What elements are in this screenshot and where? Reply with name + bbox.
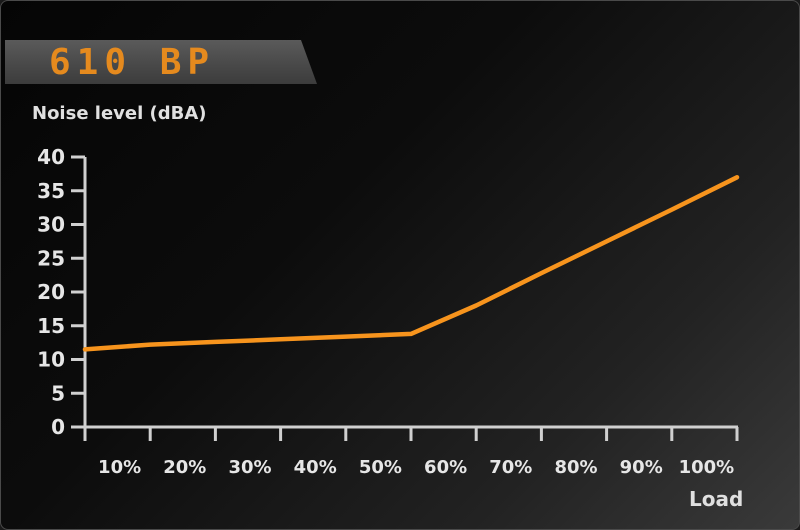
product-title: 610 BP xyxy=(49,42,216,83)
x-tick-label: 80% xyxy=(554,457,597,478)
y-axis-label: Noise level (dBA) xyxy=(32,103,207,124)
y-tick-label: 15 xyxy=(37,314,65,338)
y-tick-label: 10 xyxy=(37,348,65,372)
x-tick-label: 70% xyxy=(489,457,532,478)
x-axis-label: Load xyxy=(689,487,744,511)
y-tick-label: 30 xyxy=(37,213,65,237)
x-tick-label: 20% xyxy=(163,457,206,478)
y-tick-label: 40 xyxy=(37,145,65,169)
y-tick-label: 5 xyxy=(51,381,65,405)
y-tick-label: 20 xyxy=(37,280,65,304)
title-banner xyxy=(5,40,317,84)
x-tick-label: 90% xyxy=(620,457,663,478)
x-tick-label: 40% xyxy=(294,457,337,478)
y-tick-label: 0 xyxy=(51,415,65,439)
noise-series-line xyxy=(82,175,740,352)
y-tick-label: 35 xyxy=(37,179,65,203)
y-tick-label: 25 xyxy=(37,246,65,270)
x-tick-label: 30% xyxy=(228,457,271,478)
x-tick-label: 100% xyxy=(679,457,735,478)
x-tick-label: 10% xyxy=(98,457,141,478)
x-tick-label: 50% xyxy=(359,457,402,478)
x-tick-label: 60% xyxy=(424,457,467,478)
